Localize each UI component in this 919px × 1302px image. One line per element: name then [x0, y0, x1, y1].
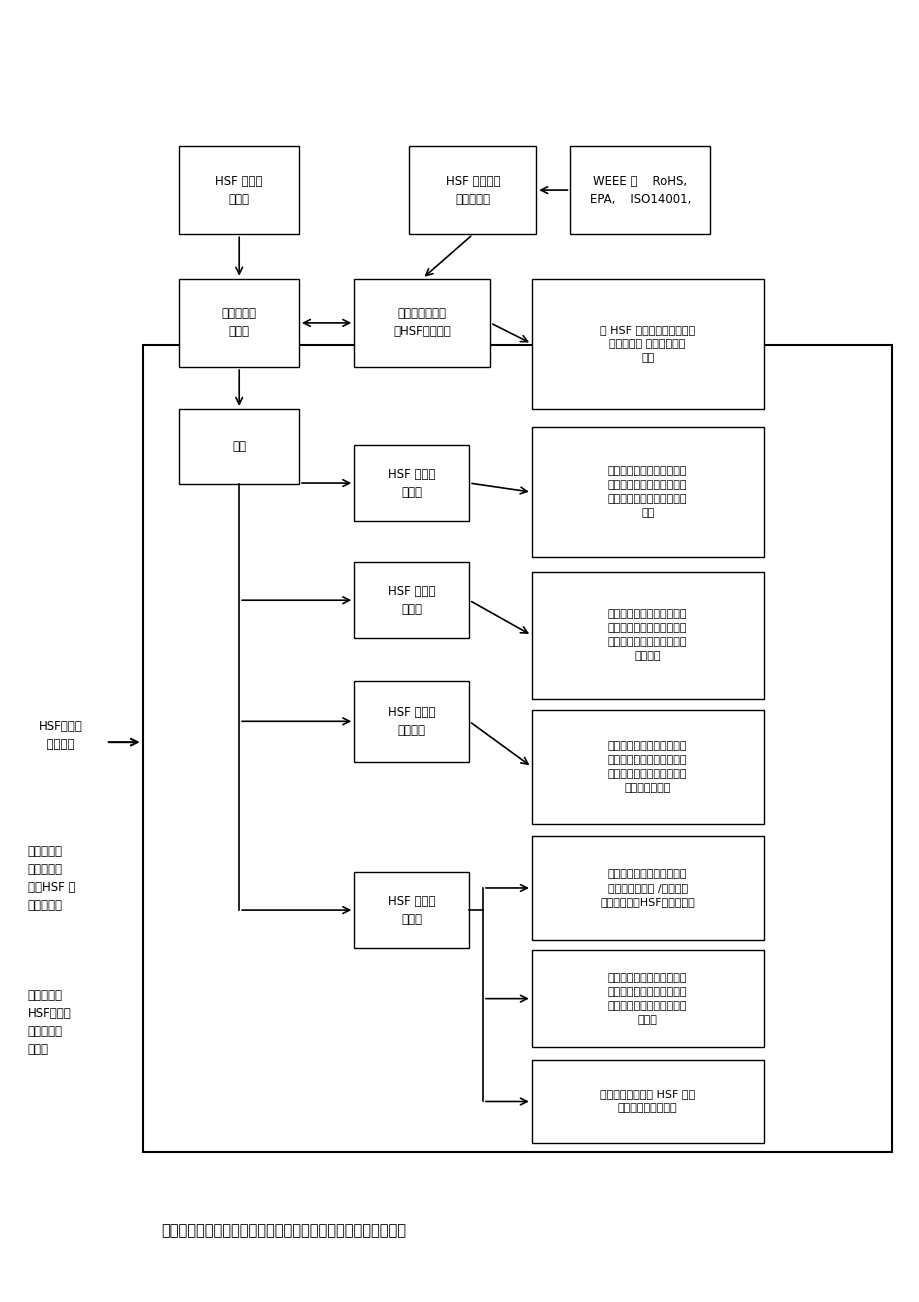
- Text: 记录确定与规定的 HSF 政策
和目标一致的进程。: 记录确定与规定的 HSF 政策 和目标一致的进程。: [599, 1090, 695, 1113]
- Text: HSF 的消费
者要求: HSF 的消费 者要求: [215, 174, 263, 206]
- Bar: [531, 950, 763, 1047]
- Text: HSF 供应链
进程控制: HSF 供应链 进程控制: [388, 706, 435, 737]
- Text: 记录回顾的顺序和用以制造
部件或产品的所有进程的赞
成。这适用于部件供应商和
组件的转包商。: 记录回顾的顺序和用以制造 部件或产品的所有进程的赞 成。这适用于部件供应商和 组…: [607, 741, 686, 793]
- Bar: [531, 279, 763, 409]
- Text: 部件或产品的接受、储存、
隔离和运输的文件进程遍及
整个组织、它的分支和供应
商。: 部件或产品的接受、储存、 隔离和运输的文件进程遍及 整个组织、它的分支和供应 商…: [607, 466, 686, 518]
- Text: 资料政策和
目标证明组
织对HSF 一
致的承诺。: 资料政策和 目标证明组 织对HSF 一 致的承诺。: [28, 845, 75, 913]
- Text: 这个模型阐明这个标准的最小要求，但是在细的水平不显示进程: 这个模型阐明这个标准的最小要求，但是在细的水平不显示进程: [161, 1223, 405, 1238]
- Bar: [179, 146, 299, 234]
- Text: HSF 材料进
程管理: HSF 材料进 程管理: [388, 467, 435, 499]
- Bar: [354, 681, 469, 762]
- Text: 记录在整个组织、其供应商
和转包商的经营呈现不一致
所采取的评估和调节行动的
控制。: 记录在整个组织、其供应商 和转包商的经营呈现不一致 所采取的评估和调节行动的 控…: [607, 973, 686, 1025]
- Bar: [354, 562, 469, 638]
- Bar: [531, 572, 763, 699]
- Bar: [179, 409, 299, 484]
- Bar: [531, 836, 763, 940]
- Bar: [354, 279, 490, 367]
- Bar: [531, 710, 763, 824]
- Bar: [354, 445, 469, 521]
- Bar: [570, 146, 709, 234]
- Text: 部件或产品的加工、供应或
修理的全部进程的文件控制
遍及整个组织、它的分支和
供应商。: 部件或产品的加工、供应或 修理的全部进程的文件控制 遍及整个组织、它的分支和 供…: [607, 609, 686, 661]
- Bar: [531, 427, 763, 557]
- Bar: [179, 279, 299, 367]
- Bar: [531, 1060, 763, 1143]
- Bar: [142, 345, 891, 1152]
- Text: HSF管理的
  组织计划: HSF管理的 组织计划: [39, 720, 83, 751]
- Bar: [354, 872, 469, 948]
- Text: HSF 加工进
程控制: HSF 加工进 程控制: [388, 585, 435, 616]
- Text: WEEE ，    RoHS,
EPA,    ISO14001,: WEEE ， RoHS, EPA, ISO14001,: [589, 174, 690, 206]
- Text: 被 HSF 材料的各组织目录控
制的资料设 计的外表和效
果。: 被 HSF 材料的各组织目录控 制的资料设 计的外表和效 果。: [599, 324, 695, 363]
- Text: 操作: 操作: [232, 440, 246, 453]
- Text: 设计评论来确定
与HSF要求一致: 设计评论来确定 与HSF要求一致: [393, 307, 450, 339]
- Text: HSF 法令的和
调整的要求: HSF 法令的和 调整的要求: [445, 174, 500, 206]
- Text: 合同评论保
证能力: 合同评论保 证能力: [221, 307, 256, 339]
- Text: 证明确保与
HSF用户要
求相一致的
进程。: 证明确保与 HSF用户要 求相一致的 进程。: [28, 988, 72, 1056]
- Text: 记录供应商赞成的进程和在
取得所有部件和 /或产品的
过程中使用的HSF服从控制。: 记录供应商赞成的进程和在 取得所有部件和 /或产品的 过程中使用的HSF服从控制…: [600, 868, 694, 907]
- Bar: [409, 146, 536, 234]
- Text: HSF 质量保
证进程: HSF 质量保 证进程: [388, 894, 435, 926]
